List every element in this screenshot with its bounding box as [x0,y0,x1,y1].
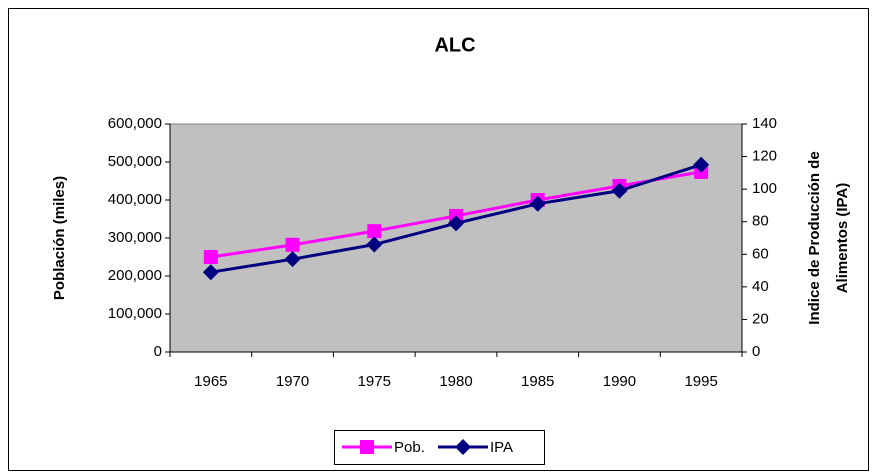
y2-tick-label: 80 [752,213,769,230]
legend-label: IPA [490,439,513,456]
y-tick-label: 0 [154,343,162,360]
x-tick-label: 1995 [684,373,717,390]
plot-area [169,123,743,353]
y2-tick-label: 120 [752,148,777,165]
data-point [285,237,300,252]
x-tick-label: 1965 [194,373,227,390]
legend-marker [455,439,471,455]
x-tick-label: 1975 [358,373,391,390]
y2-axis-label: Indice de Producción de [806,151,823,324]
x-tick-label: 1990 [603,373,636,390]
legend-label: Pob. [394,439,425,456]
y-tick-label: 400,000 [108,191,162,208]
legend-marker [360,440,374,454]
x-tick-label: 1985 [521,373,554,390]
y2-tick-label: 100 [752,180,777,197]
y-tick-label: 300,000 [108,229,162,246]
data-point [202,264,219,281]
x-tick-label: 1970 [276,373,309,390]
x-tick-label: 1980 [439,373,472,390]
y-tick-label: 500,000 [108,153,162,170]
chart-title: ALC [434,34,475,56]
y2-axis-label: Alimentos (IPA) [834,183,851,294]
y-tick-label: 200,000 [108,267,162,284]
y2-tick-label: 0 [752,343,760,360]
data-point [611,182,628,199]
y2-tick-label: 40 [752,278,769,295]
y2-tick-label: 140 [752,115,777,132]
data-point [367,224,382,239]
data-point [693,156,710,173]
y2-tick-label: 20 [752,310,769,327]
y-axis-label: Población (miles) [51,176,68,300]
y-tick-label: 600,000 [108,115,162,132]
data-point [284,251,301,268]
data-point [366,236,383,253]
y-tick-label: 100,000 [108,305,162,322]
data-point [448,215,464,232]
data-point [529,195,546,212]
y2-tick-label: 60 [752,245,769,262]
data-point [203,250,218,264]
